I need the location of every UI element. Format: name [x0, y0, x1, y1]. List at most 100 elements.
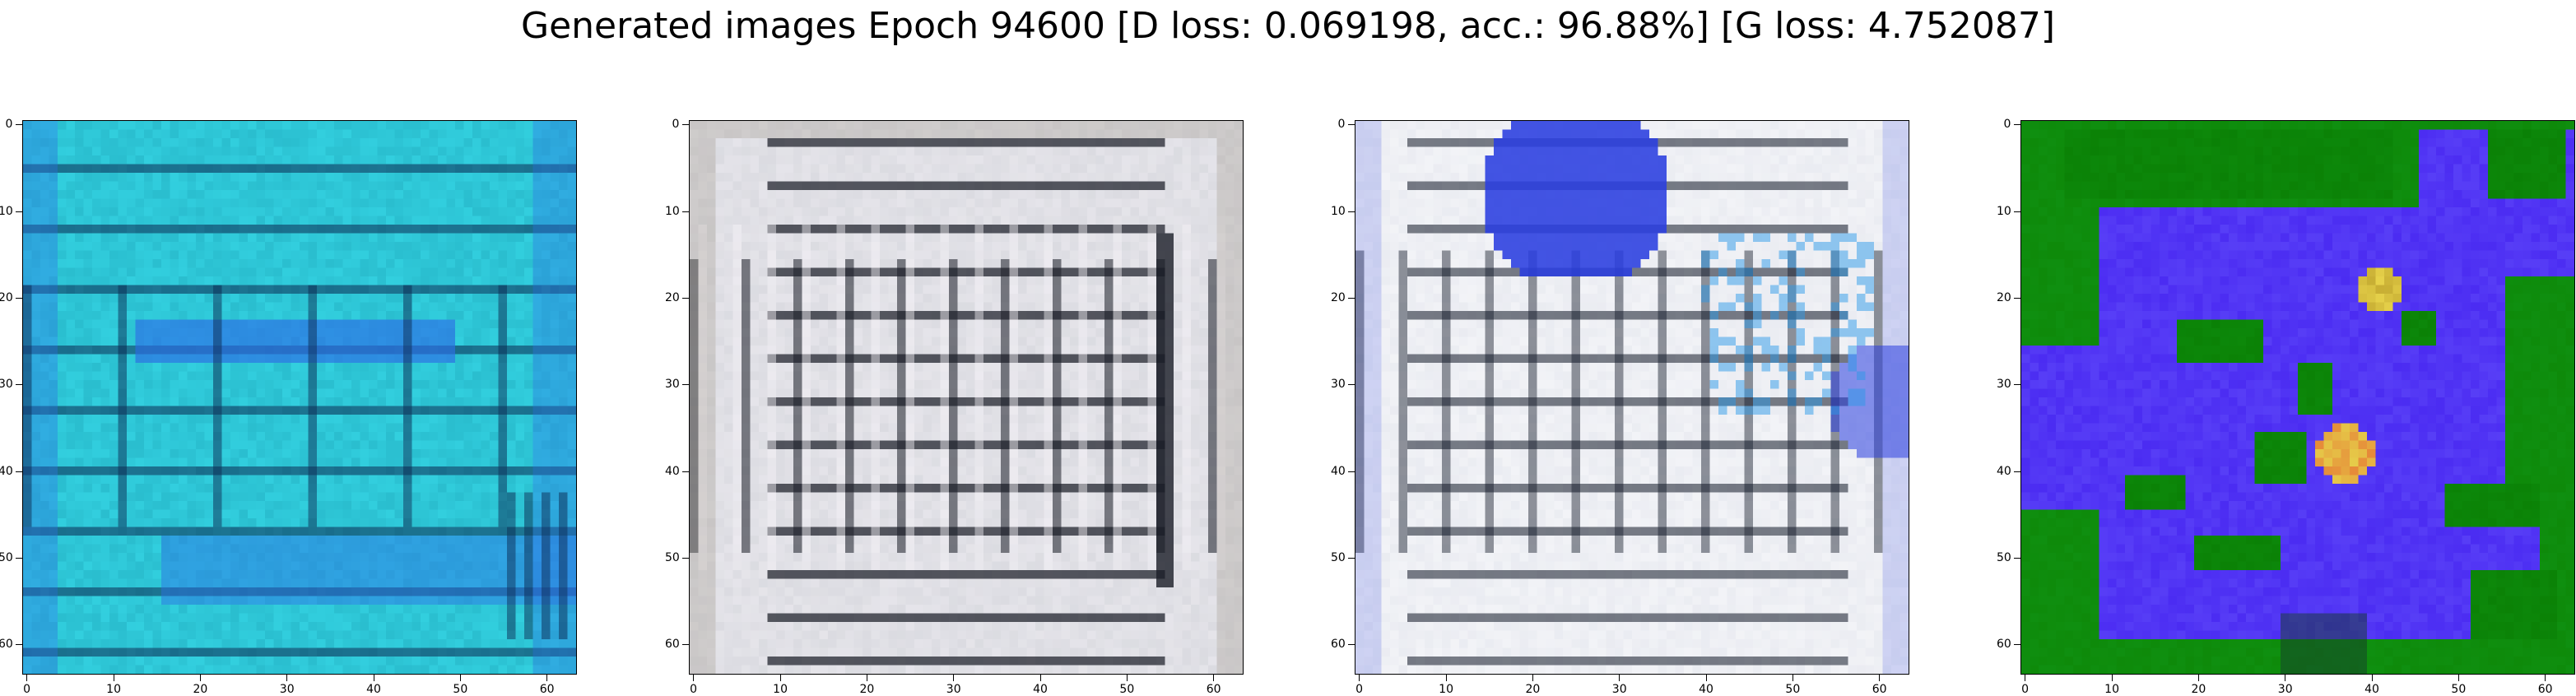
x-axis-tick [2371, 675, 2373, 681]
x-axis-tick [1126, 675, 1128, 681]
y-axis-tick-label: 30 [1997, 378, 2011, 392]
y-axis-tick [16, 384, 22, 386]
x-axis-tick [1532, 675, 1533, 681]
x-axis-tick [26, 675, 28, 681]
x-axis-tick-label: 0 [690, 683, 697, 696]
y-axis-tick-label: 20 [665, 290, 680, 304]
generated-image-4-pixels [2021, 121, 2574, 674]
x-axis-tick-label: 40 [366, 683, 381, 696]
y-axis-tick [16, 297, 22, 299]
y-axis-tick [1348, 211, 1355, 212]
x-axis-tick [953, 675, 955, 681]
y-axis-tick-label: 10 [1997, 204, 2011, 218]
x-axis-tick [1619, 675, 1620, 681]
x-axis-tick-label: 0 [23, 683, 30, 696]
y-axis-tick [1348, 557, 1355, 559]
x-axis-tick-label: 10 [1439, 683, 1453, 696]
x-axis-tick [1039, 675, 1041, 681]
y-axis-tick-label: 30 [1331, 378, 1346, 392]
x-axis-tick [2197, 675, 2199, 681]
y-axis-tick-label: 40 [1331, 464, 1346, 478]
y-axis-tick [1348, 297, 1355, 299]
y-axis-tick-label: 20 [0, 290, 13, 304]
x-axis-tick-label: 40 [1033, 683, 1048, 696]
y-axis-tick-label: 30 [0, 378, 13, 392]
y-axis-tick-label: 0 [672, 118, 680, 132]
x-axis-tick-label: 50 [2451, 683, 2467, 696]
x-axis-tick [693, 675, 695, 681]
y-axis-tick [16, 557, 22, 559]
y-axis-tick [16, 124, 22, 126]
x-axis-tick [1445, 675, 1447, 681]
y-axis-tick-label: 10 [0, 204, 13, 218]
y-axis-tick [2014, 557, 2020, 559]
x-axis-tick-label: 60 [539, 683, 555, 696]
y-axis-tick [16, 211, 22, 212]
y-axis-tick [2014, 211, 2020, 212]
generated-image-2-pixels [690, 121, 1243, 674]
x-axis-tick-label: 40 [2364, 683, 2379, 696]
x-axis-tick-label: 60 [1206, 683, 1221, 696]
x-axis-tick-label: 20 [193, 683, 208, 696]
y-axis-tick-label: 0 [2003, 118, 2011, 132]
x-axis-tick [2111, 675, 2113, 681]
y-axis-tick-label: 60 [1997, 638, 2011, 652]
y-axis-tick-label: 20 [1997, 290, 2011, 304]
x-axis-tick-label: 0 [1355, 683, 1363, 696]
y-axis-tick [16, 471, 22, 472]
x-axis-tick-label: 60 [2537, 683, 2553, 696]
y-axis-tick-label: 60 [665, 638, 680, 652]
y-axis-tick [2014, 124, 2020, 126]
y-axis-tick-label: 40 [1997, 464, 2011, 478]
generated-image-3 [1355, 120, 1909, 675]
generated-image-3-pixels [1355, 121, 1909, 674]
x-axis-tick [546, 675, 548, 681]
x-axis-tick [1705, 675, 1707, 681]
generated-image-2 [689, 120, 1244, 675]
x-axis-tick-label: 60 [1872, 683, 1887, 696]
y-axis-tick-label: 60 [1331, 638, 1346, 652]
y-axis-tick [2014, 297, 2020, 299]
x-axis-tick-label: 30 [1611, 683, 1627, 696]
x-axis-tick-label: 10 [773, 683, 788, 696]
x-axis-tick [1359, 675, 1360, 681]
y-axis-tick-label: 50 [1331, 550, 1346, 564]
y-axis-tick-label: 60 [0, 638, 13, 652]
x-axis-tick [2545, 675, 2546, 681]
x-axis-tick-label: 30 [946, 683, 961, 696]
x-axis-tick [1879, 675, 1881, 681]
generated-image-1-pixels [23, 121, 576, 674]
x-axis-tick [459, 675, 461, 681]
y-axis-tick [2014, 644, 2020, 646]
x-axis-tick [286, 675, 288, 681]
x-axis-tick-label: 50 [1119, 683, 1135, 696]
y-axis-tick [1348, 644, 1355, 646]
x-axis-tick-label: 30 [2277, 683, 2293, 696]
x-axis-tick-label: 10 [106, 683, 121, 696]
y-axis-tick-label: 50 [0, 550, 13, 564]
y-axis-tick [2014, 384, 2020, 386]
x-axis-tick-label: 0 [2021, 683, 2029, 696]
y-axis-tick [682, 557, 689, 559]
y-axis-tick [682, 384, 689, 386]
x-axis-tick-label: 30 [279, 683, 295, 696]
generated-image-4 [2020, 120, 2575, 675]
y-axis-tick [682, 124, 689, 126]
generated-image-1 [22, 120, 577, 675]
y-axis-tick [682, 211, 689, 212]
y-axis-tick [16, 644, 22, 646]
y-axis-tick-label: 10 [665, 204, 680, 218]
x-axis-tick-label: 20 [1525, 683, 1541, 696]
y-axis-tick [2014, 471, 2020, 472]
y-axis-tick-label: 0 [1337, 118, 1346, 132]
y-axis-tick-label: 50 [1997, 550, 2011, 564]
y-axis-tick [682, 297, 689, 299]
y-axis-tick-label: 10 [1331, 204, 1346, 218]
x-axis-tick-label: 20 [2191, 683, 2206, 696]
x-axis-tick-label: 50 [1785, 683, 1801, 696]
y-axis-tick [1348, 124, 1355, 126]
y-axis-tick-label: 0 [5, 118, 13, 132]
y-axis-tick-label: 40 [665, 464, 680, 478]
x-axis-tick-label: 20 [859, 683, 875, 696]
x-axis-tick-label: 40 [1699, 683, 1713, 696]
